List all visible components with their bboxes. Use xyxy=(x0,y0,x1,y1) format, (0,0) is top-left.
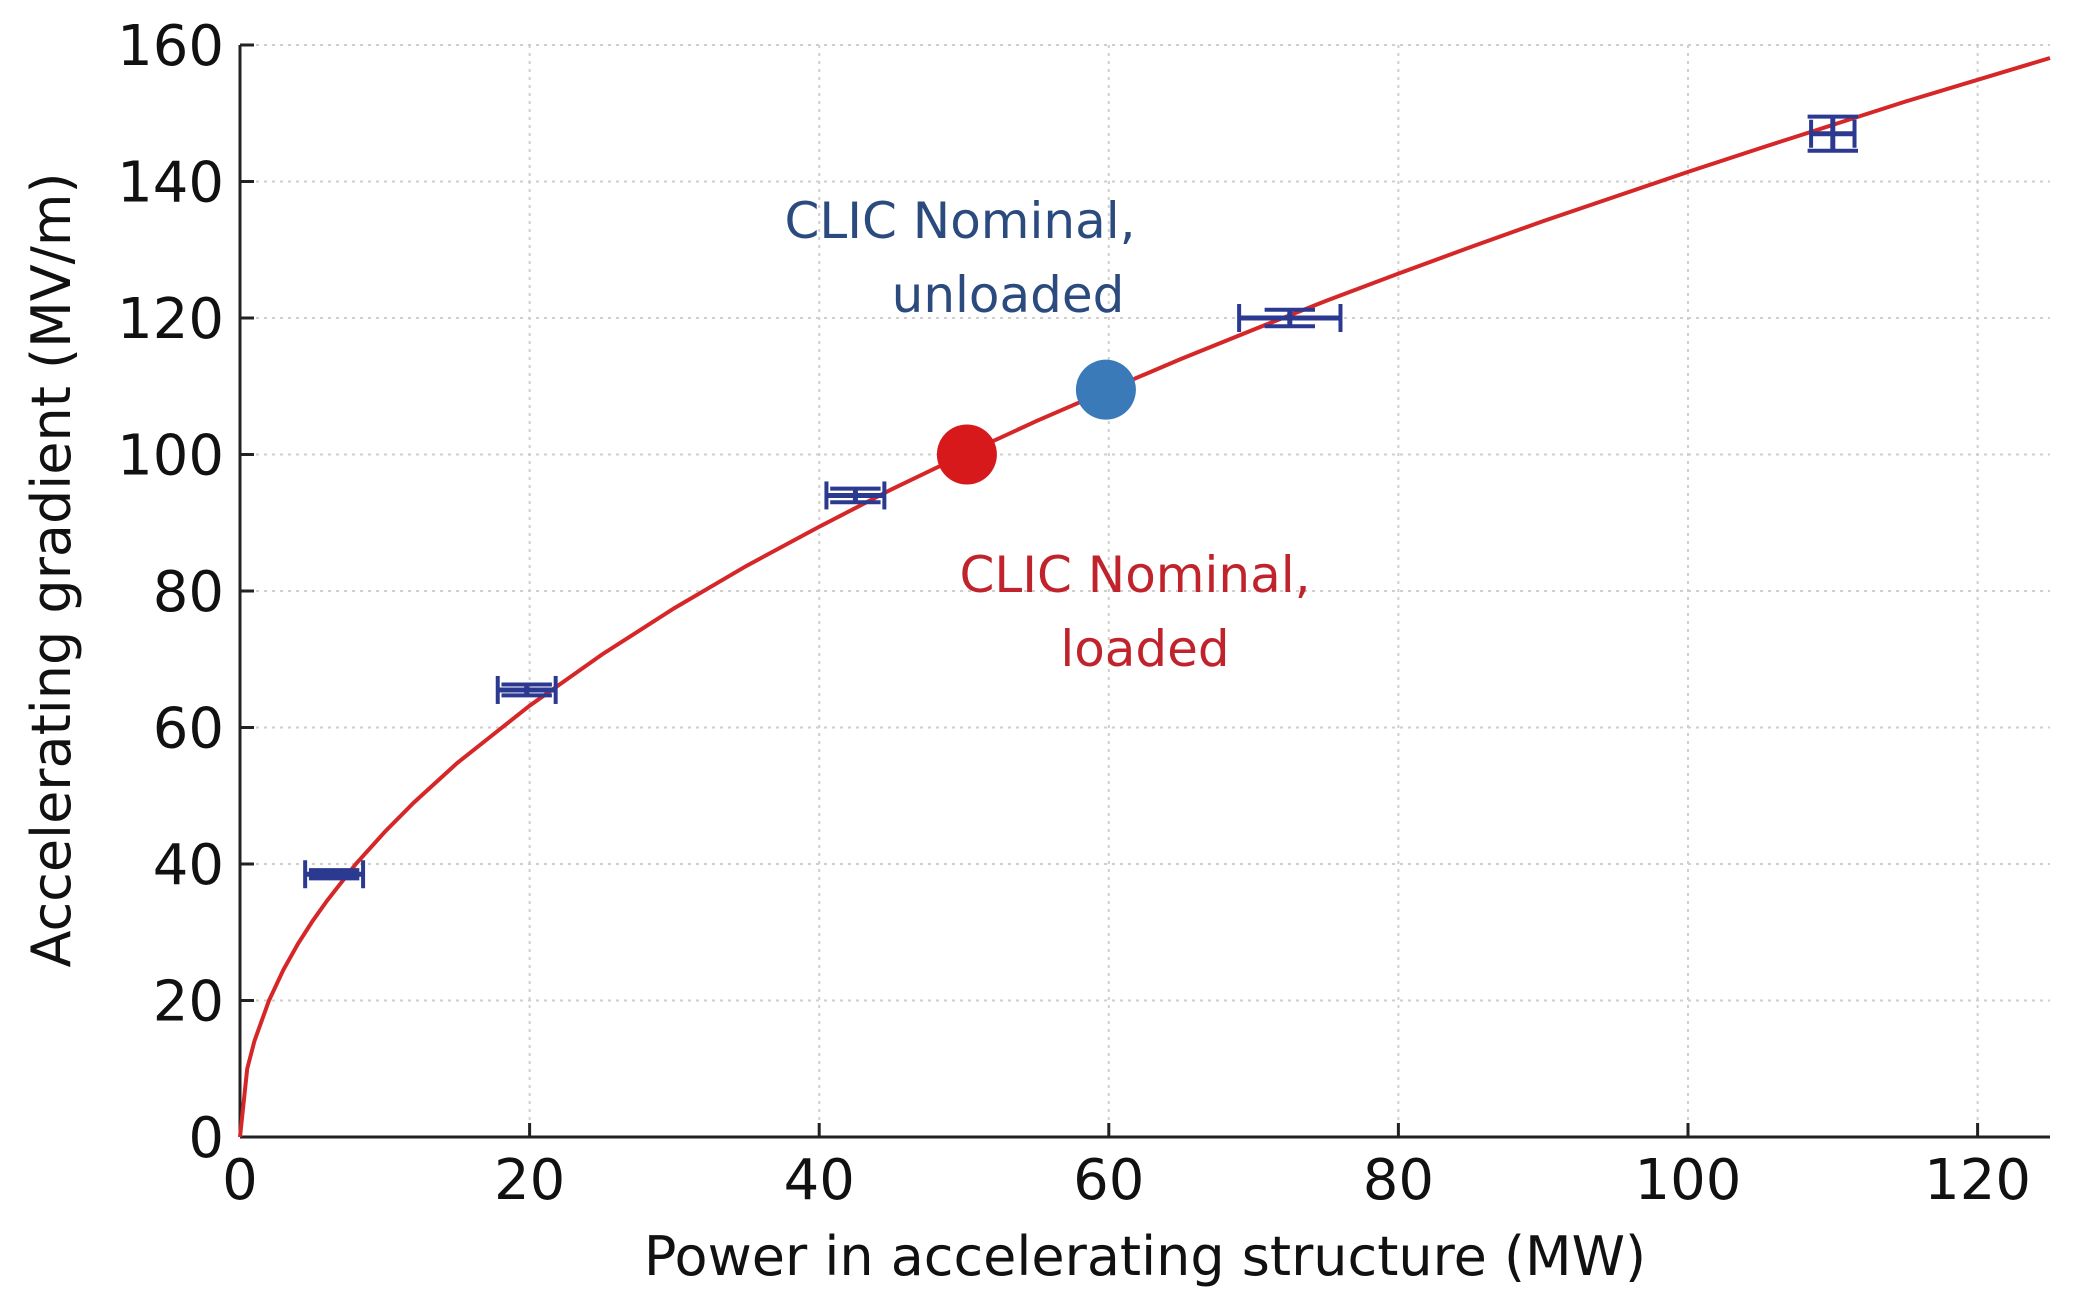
annotation-loaded-line2: loaded xyxy=(1060,620,1229,678)
y-tick-label: 100 xyxy=(117,424,224,489)
fit-curve xyxy=(238,56,2051,1138)
measurement-point xyxy=(824,481,887,510)
x-tick-label: 100 xyxy=(1635,1148,1742,1213)
x-tick-label: 40 xyxy=(784,1148,855,1213)
measurement-point xyxy=(1807,114,1858,153)
y-axis-label: Accelerating gradient (MV/m) xyxy=(20,172,83,967)
y-tick-label: 60 xyxy=(153,697,224,762)
x-tick-label: 120 xyxy=(1924,1148,2031,1213)
y-tick-label: 80 xyxy=(153,560,224,625)
y-tick-labels: 0 20 40 60 80 100 120 140 160 xyxy=(117,14,254,1171)
y-tick-label: 140 xyxy=(117,151,224,216)
clic-nominal-loaded-dot xyxy=(936,424,997,485)
x-tick-label: 20 xyxy=(494,1148,565,1213)
x-tick-label: 60 xyxy=(1073,1148,1144,1213)
grid xyxy=(240,44,2050,1137)
annotation-unloaded-line2: unloaded xyxy=(892,266,1125,324)
highlight-points xyxy=(936,359,1136,485)
y-tick-label: 160 xyxy=(117,14,224,79)
annotation-loaded-line1: CLIC Nominal, xyxy=(959,546,1310,604)
y-tick-label: 120 xyxy=(117,287,224,352)
y-tick-label: 40 xyxy=(153,833,224,898)
measurement-errorbars xyxy=(303,114,1858,889)
x-axis-label: Power in accelerating structure (MW) xyxy=(644,1225,1646,1288)
x-tick-label: 0 xyxy=(222,1148,258,1213)
y-tick-label: 0 xyxy=(188,1106,224,1171)
annotation-unloaded-line1: CLIC Nominal, xyxy=(784,192,1135,250)
x-tick-label: 80 xyxy=(1363,1148,1434,1213)
clic-nominal-unloaded-dot xyxy=(1075,359,1136,420)
y-tick-label: 20 xyxy=(153,970,224,1035)
measurement-point xyxy=(1237,304,1343,332)
measurement-point xyxy=(303,860,366,889)
x-tick-labels: 0 20 40 60 80 100 120 xyxy=(222,1123,2031,1213)
measurement-point xyxy=(495,675,558,704)
